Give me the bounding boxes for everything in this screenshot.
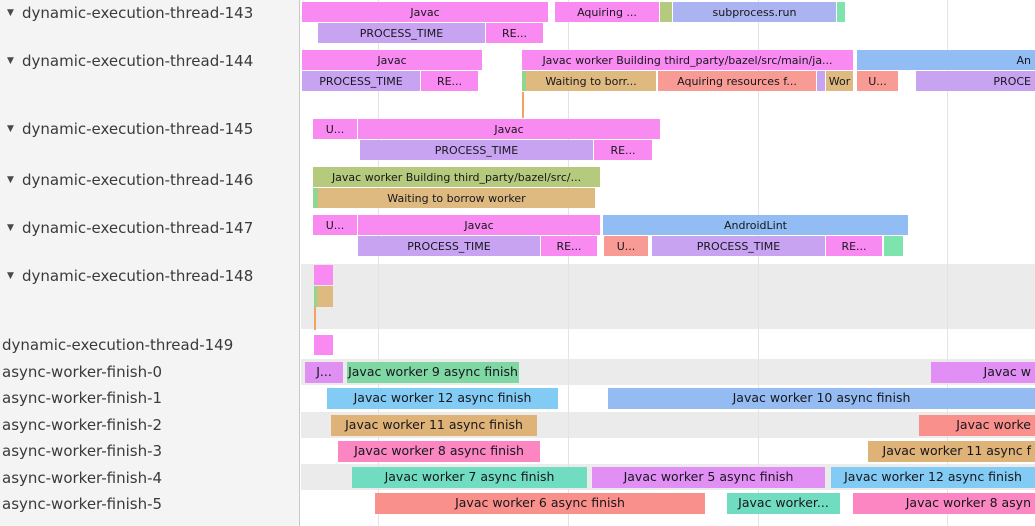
trace-slice[interactable]: Javac	[302, 50, 482, 70]
time-gridline	[378, 0, 379, 526]
track-row[interactable]: ▼ dynamic-execution-thread-148	[0, 266, 300, 286]
trace-slice[interactable]: Javac worker 8 async finish	[338, 441, 540, 462]
collapse-arrow-icon[interactable]: ▼	[7, 271, 14, 281]
trace-slice[interactable]: Javac worker 12 async finish	[327, 388, 558, 409]
trace-slice[interactable]: Aquiring resources f...	[658, 71, 816, 91]
trace-slice[interactable]: Javac worker 9 async finish	[347, 362, 519, 383]
track-label: dynamic-execution-thread-145	[22, 120, 254, 138]
collapse-arrow-icon[interactable]: ▼	[7, 223, 14, 233]
trace-slice[interactable]: Javac worker Building third_party/bazel/…	[313, 167, 600, 187]
track-label: dynamic-execution-thread-149	[2, 336, 234, 354]
trace-slice[interactable]: Javac	[302, 2, 548, 22]
track-label: async-worker-finish-2	[2, 416, 163, 434]
track-row[interactable]: ▼ dynamic-execution-thread-147	[0, 218, 300, 238]
trace-slice[interactable]: Javac worker 6 async finish	[375, 493, 705, 514]
trace-slice[interactable]: PROCESS_TIME	[360, 140, 593, 160]
trace-slice[interactable]: J...	[305, 362, 343, 383]
trace-slice[interactable]: RE...	[486, 23, 543, 43]
trace-slice[interactable]: Javac	[358, 215, 600, 235]
track-label: async-worker-finish-0	[2, 363, 163, 381]
trace-slice[interactable]: U...	[313, 215, 357, 235]
trace-slice[interactable]: RE...	[541, 236, 597, 256]
track-row[interactable]: ▼ dynamic-execution-thread-143	[0, 3, 300, 23]
trace-slice[interactable]: PROCESS_TIME	[652, 236, 825, 256]
track-label: dynamic-execution-thread-144	[22, 52, 254, 70]
trace-slice[interactable]: Wor	[826, 71, 853, 91]
trace-slice[interactable]: Waiting to borrow worker	[318, 188, 595, 208]
trace-slice[interactable]	[314, 265, 333, 285]
track-row[interactable]: async-worker-finish-4	[0, 468, 302, 488]
track-row[interactable]: ▼ dynamic-execution-thread-146	[0, 170, 300, 190]
trace-slice[interactable]: U...	[313, 119, 357, 139]
track-row[interactable]: dynamic-execution-thread-149	[0, 335, 302, 355]
track-label: async-worker-finish-4	[2, 469, 163, 487]
trace-slice[interactable]: Javac worker 8 asyn	[853, 493, 1035, 514]
trace-slice[interactable]: Javac worke	[919, 415, 1035, 436]
trace-slice[interactable]	[660, 2, 672, 22]
track-row[interactable]: async-worker-finish-3	[0, 441, 302, 461]
track-label: dynamic-execution-thread-147	[22, 219, 254, 237]
trace-slice[interactable]	[313, 188, 318, 208]
trace-slice[interactable]: PROCESS_TIME	[302, 71, 420, 91]
instant-event-marker[interactable]	[522, 92, 524, 118]
trace-slice[interactable]: RE...	[594, 140, 652, 160]
time-gridline	[758, 0, 759, 526]
trace-slice[interactable]: PROCESS_TIME	[318, 23, 485, 43]
track-label: dynamic-execution-thread-148	[22, 267, 254, 285]
trace-slice[interactable]	[317, 286, 333, 307]
row-background-band	[301, 264, 1035, 329]
track-label: dynamic-execution-thread-143	[22, 4, 254, 22]
instant-event-marker[interactable]	[314, 307, 316, 330]
track-row[interactable]: async-worker-finish-2	[0, 415, 302, 435]
trace-slice[interactable]: Javac w	[931, 362, 1035, 383]
trace-slice[interactable]	[522, 71, 526, 91]
trace-slice[interactable]: An	[857, 50, 1035, 70]
trace-slice[interactable]	[884, 236, 903, 256]
trace-slice[interactable]: Waiting to borr...	[526, 71, 656, 91]
track-label: async-worker-finish-3	[2, 442, 163, 460]
trace-slice[interactable]: Javac worker Building third_party/bazel/…	[522, 50, 853, 70]
trace-slice[interactable]: RE...	[826, 236, 882, 256]
trace-slice[interactable]	[837, 2, 845, 22]
trace-slice[interactable]	[314, 286, 317, 307]
trace-slice[interactable]: Javac worker 12 async finish	[831, 467, 1035, 488]
trace-slice[interactable]: subprocess.run	[673, 2, 836, 22]
track-row[interactable]: ▼ dynamic-execution-thread-144	[0, 51, 300, 71]
collapse-arrow-icon[interactable]: ▼	[7, 8, 14, 18]
track-label: async-worker-finish-5	[2, 495, 163, 513]
track-row[interactable]: async-worker-finish-5	[0, 494, 302, 514]
collapse-arrow-icon[interactable]: ▼	[7, 124, 14, 134]
track-row[interactable]: async-worker-finish-0	[0, 362, 302, 382]
trace-slice[interactable]: U...	[857, 71, 898, 91]
collapse-arrow-icon[interactable]: ▼	[7, 175, 14, 185]
track-label: dynamic-execution-thread-146	[22, 171, 254, 189]
trace-slice[interactable]: RE...	[421, 71, 478, 91]
trace-slice[interactable]: Javac worker 5 async finish	[592, 467, 825, 488]
trace-slice[interactable]: Javac worker 11 async finish	[331, 415, 537, 436]
time-gridline	[947, 0, 948, 526]
trace-slice[interactable]: Javac worker 7 async finish	[352, 467, 587, 488]
trace-slice[interactable]: AndroidLint	[603, 215, 908, 235]
track-label: async-worker-finish-1	[2, 389, 163, 407]
trace-slice[interactable]: Javac worker 11 async f	[868, 441, 1035, 462]
trace-slice[interactable]: Aquiring ...	[555, 2, 659, 22]
trace-slice[interactable]	[817, 71, 825, 91]
track-row[interactable]: async-worker-finish-1	[0, 388, 302, 408]
collapse-arrow-icon[interactable]: ▼	[7, 56, 14, 66]
trace-slice[interactable]: Javac worker 10 async finish	[608, 388, 1035, 409]
trace-slice[interactable]	[314, 335, 333, 355]
time-gridline	[568, 0, 569, 526]
trace-slice[interactable]: PROCE	[916, 71, 1035, 91]
track-row[interactable]: ▼ dynamic-execution-thread-145	[0, 119, 300, 139]
thread-list-sidebar: ▼ dynamic-execution-thread-143 ▼ dynamic-ex…	[0, 0, 300, 526]
trace-slice[interactable]: PROCESS_TIME	[358, 236, 540, 256]
trace-slice[interactable]: Javac	[358, 119, 660, 139]
trace-slice[interactable]: U...	[604, 236, 648, 256]
trace-slice[interactable]: Javac worker...	[727, 493, 840, 514]
